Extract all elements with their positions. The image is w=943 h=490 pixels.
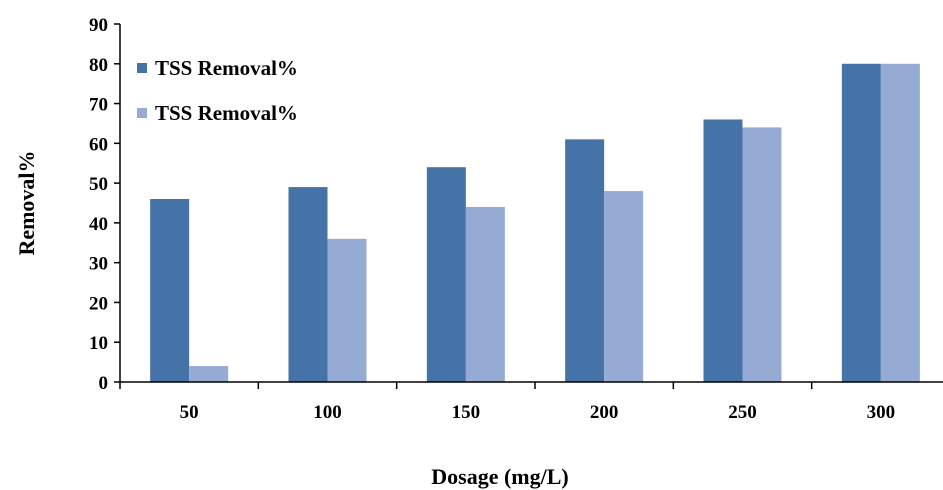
- y-tick-label: 70: [89, 95, 108, 116]
- legend-label: TSS Removal%: [155, 56, 298, 80]
- x-ticks-group: 50 100 150 200 250 300: [119, 382, 896, 423]
- y-tick-label: 50: [89, 174, 108, 195]
- y-axis-title: Removal%: [14, 150, 39, 255]
- x-tick-label: 250: [728, 402, 757, 423]
- bar-series-1: [426, 167, 466, 382]
- bar-series-2: [604, 191, 644, 382]
- x-tick-label: 150: [452, 402, 481, 423]
- legend: TSS Removal% TSS Removal%: [137, 56, 298, 125]
- x-tick-label: 100: [313, 402, 342, 423]
- y-tick-label: 40: [89, 214, 108, 235]
- bar-series-1: [703, 119, 743, 382]
- x-tick-label: 300: [867, 402, 896, 423]
- x-axis-title: Dosage (mg/L): [431, 464, 568, 489]
- legend-swatch: [137, 63, 147, 73]
- y-tick-label: 0: [99, 373, 109, 394]
- legend-label: TSS Removal%: [155, 101, 298, 125]
- bar-series-1: [565, 139, 605, 382]
- bar-series-2: [189, 366, 229, 382]
- bar-series-1: [150, 199, 190, 382]
- y-tick-label: 10: [89, 333, 108, 354]
- bar-series-2: [742, 127, 782, 382]
- y-tick-label: 80: [89, 55, 108, 76]
- y-tick-label: 90: [89, 15, 108, 36]
- y-tick-label: 30: [89, 254, 108, 275]
- y-tick-label: 20: [89, 293, 108, 314]
- bars-group: [150, 63, 920, 383]
- legend-swatch: [137, 108, 147, 118]
- y-tick-label: 60: [89, 134, 108, 155]
- bar-series-2: [880, 63, 920, 383]
- y-ticks-group: 0 10 20 30 40 50 60 70 80 90: [89, 15, 120, 394]
- x-tick-label: 50: [180, 402, 199, 423]
- bar-series-1: [288, 187, 328, 382]
- bar-series-1: [841, 63, 881, 383]
- bar-series-2: [327, 238, 367, 382]
- x-tick-label: 200: [590, 402, 619, 423]
- bar-series-2: [465, 206, 505, 382]
